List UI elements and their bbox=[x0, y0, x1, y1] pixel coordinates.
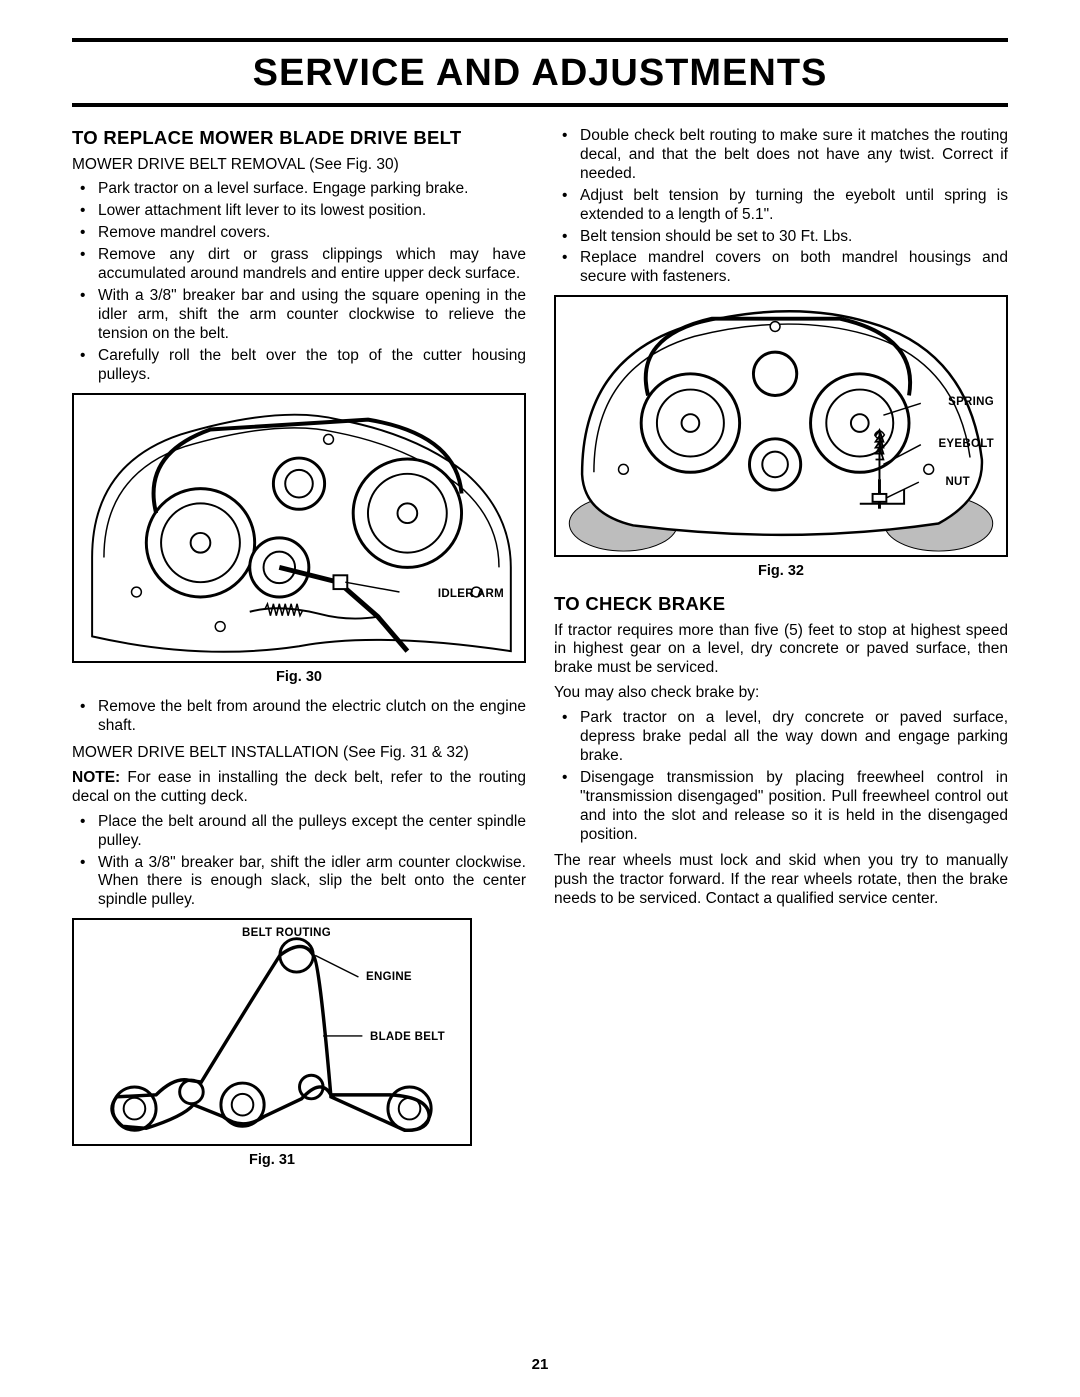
label-nut: NUT bbox=[945, 475, 970, 489]
heading-check-brake: TO CHECK BRAKE bbox=[554, 593, 1008, 616]
bottom-rule-thick bbox=[72, 103, 1008, 107]
figure-32: SPRING EYEBOLT NUT bbox=[554, 295, 1008, 557]
label-belt-routing: BELT ROUTING bbox=[242, 926, 331, 940]
list-item: Remove mandrel covers. bbox=[72, 224, 526, 243]
figure-32-svg bbox=[556, 297, 1006, 555]
list-item: With a 3/8" breaker bar, shift the idler… bbox=[72, 854, 526, 911]
figure-31: BELT ROUTING ENGINE BLADE BELT bbox=[72, 918, 472, 1146]
label-idler-arm: IDLER ARM bbox=[438, 587, 504, 601]
install-steps-list: Place the belt around all the pulleys ex… bbox=[72, 813, 526, 911]
page-title: SERVICE AND ADJUSTMENTS bbox=[72, 46, 1008, 103]
figure-32-caption: Fig. 32 bbox=[554, 563, 1008, 581]
label-spring: SPRING bbox=[948, 395, 994, 409]
list-item: Remove any dirt or grass clippings which… bbox=[72, 246, 526, 284]
figure-30-svg bbox=[74, 395, 524, 661]
cont-steps-list: Double check belt routing to make sure i… bbox=[554, 127, 1008, 287]
label-engine: ENGINE bbox=[366, 970, 412, 984]
list-item: Replace mandrel covers on both mandrel h… bbox=[554, 249, 1008, 287]
note-label: NOTE: bbox=[72, 769, 120, 786]
list-item: Park tractor on a level, dry concrete or… bbox=[554, 709, 1008, 766]
list-item: Adjust belt tension by turning the eyebo… bbox=[554, 187, 1008, 225]
list-item: With a 3/8" breaker bar and using the sq… bbox=[72, 287, 526, 344]
note-text: For ease in installing the deck belt, re… bbox=[72, 769, 526, 805]
brake-intro: If tractor requires more than five (5) f… bbox=[554, 622, 1008, 679]
label-eyebolt: EYEBOLT bbox=[938, 437, 994, 451]
subhead-install: MOWER DRIVE BELT INSTALLATION (See Fig. … bbox=[72, 744, 526, 763]
list-item: Disengage transmission by placing freewh… bbox=[554, 769, 1008, 845]
list-item: Belt tension should be set to 30 Ft. Lbs… bbox=[554, 228, 1008, 247]
list-item: Remove the belt from around the electric… bbox=[72, 698, 526, 736]
label-blade-belt: BLADE BELT bbox=[370, 1030, 445, 1044]
list-item: Park tractor on a level surface. Engage … bbox=[72, 180, 526, 199]
top-rule-thick bbox=[72, 38, 1008, 42]
content-columns: TO REPLACE MOWER BLADE DRIVE BELT MOWER … bbox=[72, 127, 1008, 1182]
brake-outro: The rear wheels must lock and skid when … bbox=[554, 852, 1008, 909]
install-note: NOTE: For ease in installing the deck be… bbox=[72, 769, 526, 807]
figure-30-caption: Fig. 30 bbox=[72, 669, 526, 687]
list-item: Double check belt routing to make sure i… bbox=[554, 127, 1008, 184]
figure-30: IDLER ARM bbox=[72, 393, 526, 663]
list-item: Place the belt around all the pulleys ex… bbox=[72, 813, 526, 851]
post-fig30-list: Remove the belt from around the electric… bbox=[72, 698, 526, 736]
removal-steps-list: Park tractor on a level surface. Engage … bbox=[72, 180, 526, 384]
left-column: TO REPLACE MOWER BLADE DRIVE BELT MOWER … bbox=[72, 127, 526, 1182]
brake-also: You may also check brake by: bbox=[554, 684, 1008, 703]
page-number: 21 bbox=[0, 1356, 1080, 1373]
list-item: Carefully roll the belt over the top of … bbox=[72, 347, 526, 385]
subhead-removal: MOWER DRIVE BELT REMOVAL (See Fig. 30) bbox=[72, 156, 526, 175]
brake-steps-list: Park tractor on a level, dry concrete or… bbox=[554, 709, 1008, 844]
right-column: Double check belt routing to make sure i… bbox=[554, 127, 1008, 1182]
list-item: Lower attachment lift lever to its lowes… bbox=[72, 202, 526, 221]
figure-31-caption: Fig. 31 bbox=[72, 1152, 472, 1170]
heading-replace-belt: TO REPLACE MOWER BLADE DRIVE BELT bbox=[72, 127, 526, 150]
